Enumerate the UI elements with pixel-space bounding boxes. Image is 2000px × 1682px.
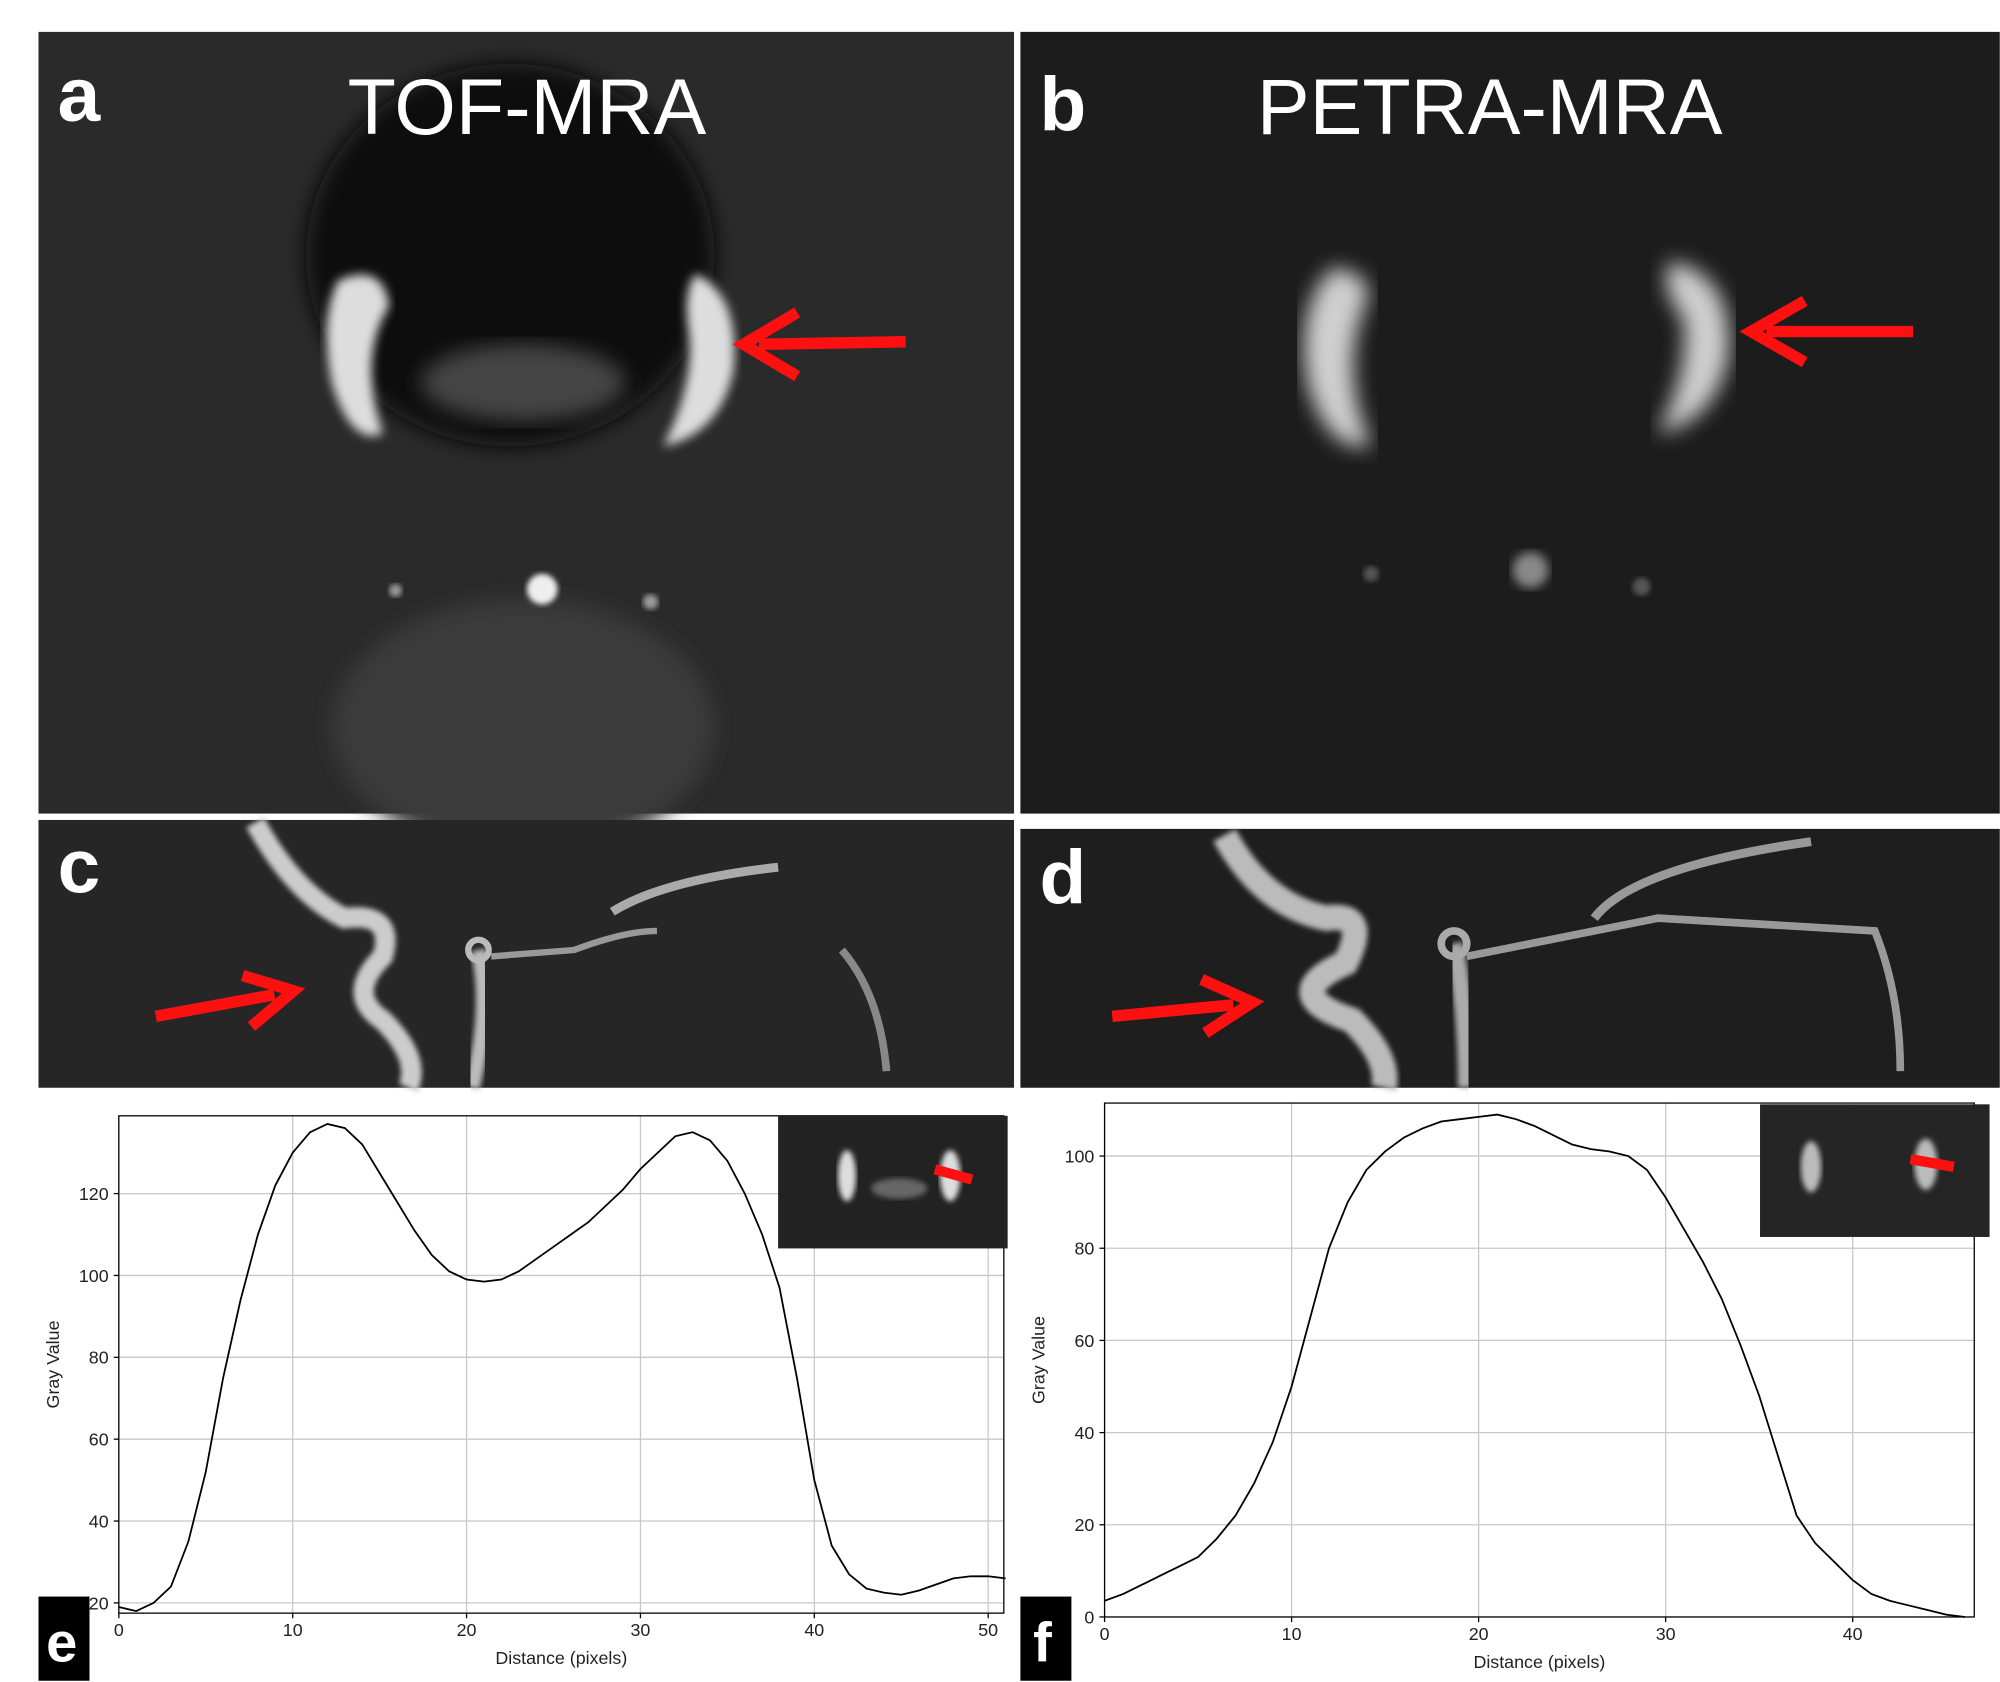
y-tick-label: 80 (1075, 1239, 1095, 1259)
y-tick-label: 60 (89, 1430, 109, 1450)
x-tick-label: 0 (114, 1620, 124, 1640)
panel-title: PETRA-MRA (1257, 62, 1723, 151)
panel-d (1020, 828, 2000, 1091)
inset-e (778, 1115, 1008, 1249)
y-axis-label: Gray Value (43, 1320, 63, 1408)
x-axis-label: Distance (pixels) (495, 1648, 627, 1668)
y-tick-label: 20 (1075, 1515, 1095, 1535)
label-box-e (38, 1596, 90, 1681)
profile-line (1104, 1113, 1966, 1618)
plot-border (118, 1115, 1005, 1614)
y-tick-label: 80 (89, 1348, 109, 1368)
panel-label: a (58, 53, 102, 138)
y-tick-label: 40 (1075, 1423, 1095, 1443)
y-tick-label: 100 (79, 1266, 109, 1286)
x-axis-label: Distance (pixels) (1473, 1652, 1605, 1672)
panel-title: TOF-MRA (348, 62, 707, 151)
panel-c (38, 817, 1015, 1092)
x-tick-label: 20 (1469, 1624, 1489, 1644)
y-tick-label: 100 (1065, 1146, 1095, 1166)
label-box-f (1020, 1596, 1072, 1681)
x-tick-label: 10 (283, 1620, 303, 1640)
x-tick-label: 40 (1843, 1624, 1863, 1644)
x-tick-label: 40 (804, 1620, 824, 1640)
panel-b (1020, 31, 2000, 814)
x-tick-label: 20 (457, 1620, 477, 1640)
panel-label: e (46, 1611, 77, 1674)
y-tick-label: 60 (1075, 1331, 1095, 1351)
x-tick-label: 10 (1282, 1624, 1302, 1644)
panel-label: c (58, 825, 101, 910)
y-tick-label: 20 (89, 1593, 109, 1613)
panel-label: f (1033, 1611, 1052, 1674)
panel-label: b (1040, 62, 1087, 147)
plot-border (1103, 1102, 1975, 1618)
x-tick-label: 0 (1100, 1624, 1110, 1644)
y-tick-label: 120 (79, 1184, 109, 1204)
y-tick-label: 0 (1084, 1607, 1094, 1627)
panel-a (38, 31, 1015, 855)
x-tick-label: 30 (631, 1620, 651, 1640)
inset-f (1760, 1104, 1990, 1237)
y-tick-label: 40 (89, 1511, 109, 1531)
panel-label: d (1040, 835, 1087, 920)
y-axis-label: Gray Value (1029, 1316, 1049, 1404)
profile-line (118, 1123, 1006, 1613)
x-tick-label: 50 (978, 1620, 998, 1640)
x-tick-label: 30 (1656, 1624, 1676, 1644)
